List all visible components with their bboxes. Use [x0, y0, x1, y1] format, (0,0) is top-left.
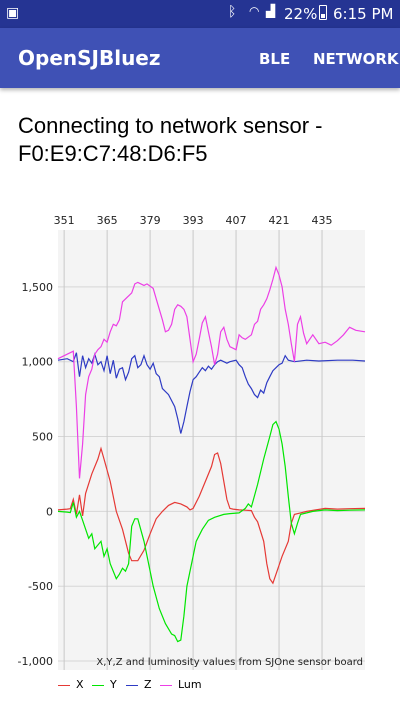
series-line-x	[57, 446, 366, 585]
legend-item-lum: Lum	[160, 678, 202, 691]
legend-item-z: Z	[126, 678, 152, 691]
sensor-line-chart[interactable]: 1,500 1,000 500 0 -500 -1,000 351 365 379 393 407 4…	[0, 205, 400, 675]
legend-swatch	[126, 684, 138, 686]
y-tick-label: 1,500	[22, 281, 54, 294]
chart-legend: X Y Z Lum	[58, 676, 258, 696]
legend-item-y: Y	[92, 678, 117, 691]
legend-swatch	[58, 684, 70, 686]
y-tick-label: 500	[32, 431, 53, 444]
y-tick-label: -1,000	[18, 655, 53, 668]
x-tick-label: 351	[54, 214, 75, 227]
x-tick-label: 435	[312, 214, 333, 227]
battery-percent: 22%	[284, 5, 318, 23]
battery-icon	[319, 5, 327, 20]
signal-icon: ▟	[266, 4, 276, 18]
series-line-y	[57, 420, 366, 643]
chart-description: X,Y,Z and luminosity values from SJOne s…	[96, 657, 363, 668]
x-tick-label: 379	[140, 214, 161, 227]
legend-label: X	[76, 678, 84, 691]
app-title: OpenSJBluez	[18, 46, 161, 70]
clock: 6:15 PM	[333, 5, 394, 23]
app-bar: OpenSJBluez BLE NETWORK	[0, 28, 400, 88]
legend-swatch	[160, 684, 172, 686]
series-line-z	[57, 352, 366, 434]
y-tick-label: 1,000	[22, 356, 54, 369]
series-line-lum	[57, 265, 366, 479]
legend-item-x: X	[58, 678, 84, 691]
x-tick-label: 407	[226, 214, 247, 227]
status-bar: ▣ ᛒ ◠ ▟ 22% 6:15 PM	[0, 0, 400, 28]
legend-label: Y	[110, 678, 117, 691]
ble-menu-button[interactable]: BLE	[259, 50, 291, 68]
x-tick-label: 365	[97, 214, 118, 227]
legend-label: Z	[144, 678, 152, 691]
wifi-icon: ◠	[249, 4, 260, 18]
network-menu-button[interactable]: NETWORK	[313, 50, 399, 68]
y-tick-label: -500	[28, 580, 53, 593]
plot-area	[58, 230, 365, 670]
legend-swatch	[92, 684, 104, 686]
bluetooth-icon: ᛒ	[228, 4, 237, 20]
x-tick-label: 421	[269, 214, 290, 227]
x-tick-label: 393	[183, 214, 204, 227]
legend-label: Lum	[178, 678, 202, 691]
y-tick-label: 0	[46, 505, 53, 518]
connection-status-heading: Connecting to network sensor - F0:E9:C7:…	[18, 113, 323, 166]
notification-icon: ▣	[6, 5, 20, 21]
